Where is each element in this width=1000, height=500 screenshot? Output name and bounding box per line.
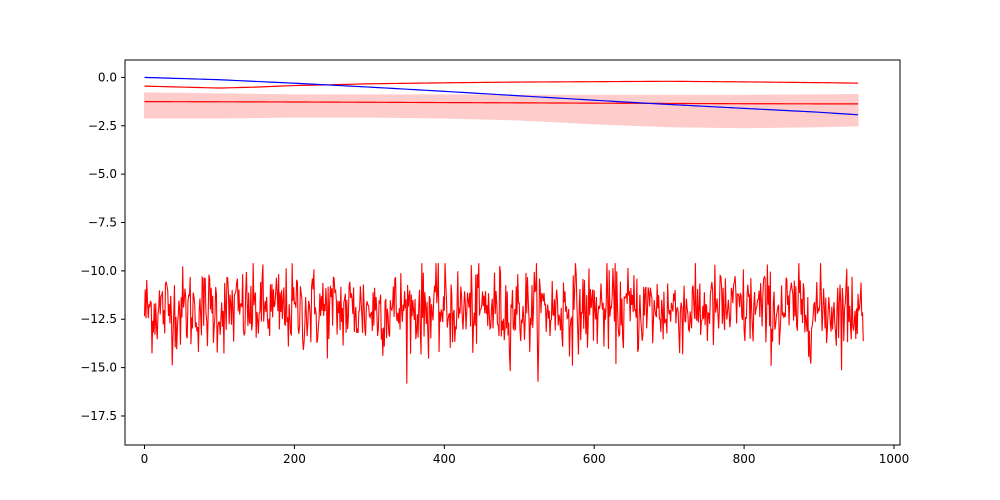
y-tick-label-3: −7.5 [88,216,117,230]
series-group [143,76,864,384]
x-tick-label-2: 400 [433,452,456,466]
y-tick-label-1: −2.5 [88,119,117,133]
y-tick-label-7: −17.5 [80,409,117,423]
red-upper-curve [144,80,859,89]
blue-declining-line [144,76,859,116]
plot-layer [143,76,864,384]
red-mean-line [144,101,859,105]
x-tick-label-4: 800 [733,452,756,466]
y-tick-label-6: −15.0 [80,361,117,375]
red-noisy-line [143,263,864,384]
x-tick-label-3: 600 [583,452,606,466]
axes-layer: 0 200 400 600 800 1000 0.0 −2.5 −5.0 −7.5 −10.0 −12… [80,59,910,466]
y-tick-label-4: −10.0 [80,264,117,278]
x-tick-label-0: 0 [141,452,149,466]
y-tick-label-0: 0.0 [98,70,117,84]
y-tick-label-5: −12.5 [80,312,117,326]
plot-frame [124,59,901,446]
x-tick-label-1: 200 [283,452,306,466]
red-shaded-band [143,92,859,129]
y-tick-label-2: −5.0 [88,167,117,181]
x-tick-label-5: 1000 [879,452,910,466]
